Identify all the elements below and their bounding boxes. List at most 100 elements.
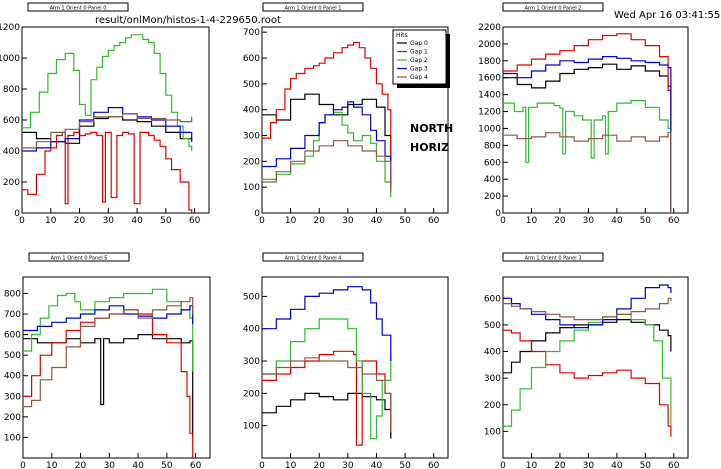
annotation-north: NORTH (410, 122, 453, 135)
y-tick-label: 800 (3, 85, 20, 95)
y-tick-label: 1600 (478, 74, 501, 84)
plot-frame (22, 276, 211, 459)
y-tick-label: 2000 (478, 40, 501, 50)
series-gap-0 (23, 334, 194, 438)
plot-frame (261, 26, 449, 214)
panel-title: Arm 1 Orient 0 Panel 3 (525, 256, 582, 262)
panel-3: Arm 1 Orient 0 Panel 5 0 10 20 30 40 50 60 100 20… (4, 252, 211, 469)
x-tick-label: 30 (103, 216, 115, 226)
series-gap-3 (23, 305, 194, 332)
x-tick-label: 50 (399, 461, 411, 469)
y-tick-label: 100 (243, 422, 260, 432)
panel-title: Arm 1 Orient 0 Panel 4 (285, 256, 342, 262)
y-tick-label: 200 (3, 178, 20, 188)
x-tick-label: 30 (583, 461, 595, 469)
panel-1: Arm 1 Orient 0 Panel 10 10 20 30 40 50 6001002… (243, 2, 450, 226)
series-gap-3 (503, 56, 672, 213)
panel-5: Arm 1 Orient 0 Panel 3 0 10 20 30 40 50 60 100 20… (484, 252, 689, 469)
x-tick-label: 0 (259, 216, 265, 226)
series-gap-4 (22, 113, 193, 149)
x-tick-label: 10 (285, 461, 297, 469)
y-tick-label: 300 (484, 374, 501, 384)
y-tick-label: 800 (484, 141, 501, 151)
x-tick-label: 20 (75, 461, 87, 469)
y-tick-label: 0 (495, 209, 501, 219)
legend-title: Hits (396, 32, 408, 39)
x-tick-label: 30 (342, 461, 354, 469)
legend-entry: Gap 1 (410, 49, 428, 56)
timestamp: Wed Apr 16 03:41:55 2007 (614, 10, 721, 21)
x-tick-label: 60 (428, 461, 440, 469)
y-tick-label: 400 (243, 106, 260, 116)
y-tick-label: 1200 (478, 108, 501, 118)
panel-title: Arm 1 Orient 0 Panel 2 (525, 6, 582, 12)
panel-title: Arm 1 Orient 0 Panel 1 (285, 6, 342, 12)
y-tick-label: 600 (243, 54, 260, 64)
y-tick-label: 300 (243, 132, 260, 142)
series-gap-2 (503, 100, 672, 213)
series-gap-0 (262, 93, 392, 188)
y-tick-label: 100 (484, 427, 501, 437)
panel-title-box (28, 252, 130, 262)
y-tick-label: 200 (243, 389, 260, 399)
series-gap-4 (503, 132, 672, 213)
x-tick-label: 20 (314, 461, 326, 469)
series-gap-4 (503, 297, 672, 321)
series-gap-2 (503, 313, 672, 427)
panel-title-box (502, 252, 604, 262)
x-tick-label: 30 (104, 461, 116, 469)
x-tick-label: 40 (371, 216, 383, 226)
series-gap-4 (23, 297, 194, 408)
series-gap-1 (22, 131, 193, 213)
x-tick-label: 40 (132, 461, 144, 469)
x-tick-label: 60 (668, 216, 680, 226)
y-tick-label: 700 (4, 310, 21, 320)
x-tick-label: 0 (20, 461, 26, 469)
panel-0: Arm 1 Orient 0 Panel 00 10 20 30 40 50 6002004… (0, 2, 210, 226)
x-tick-label: 20 (554, 216, 566, 226)
series-gap-3 (262, 286, 392, 361)
x-tick-label: 40 (611, 461, 623, 469)
x-tick-label: 60 (668, 461, 680, 469)
x-tick-label: 20 (74, 216, 86, 226)
x-tick-label: 50 (160, 216, 172, 226)
panel-title-box (27, 2, 129, 12)
y-tick-label: 100 (4, 433, 21, 443)
y-tick-label: 400 (4, 372, 21, 382)
panel-grid: Arm 1 Orient 0 Panel 00 10 20 30 40 50 6002004… (0, 2, 689, 469)
legend-entry: Gap 0 (410, 40, 428, 47)
legend-entry: Gap 3 (410, 66, 428, 73)
series-gap-2 (262, 318, 392, 440)
y-tick-label: 600 (484, 158, 501, 168)
y-tick-label: 600 (484, 294, 501, 304)
plot-frame (502, 276, 689, 459)
series-gap-0 (262, 392, 392, 439)
x-tick-label: 10 (45, 216, 57, 226)
series-gap-4 (262, 357, 392, 433)
x-tick-label: 50 (161, 461, 173, 469)
x-tick-label: 30 (583, 216, 595, 226)
x-tick-label: 10 (46, 461, 58, 469)
panel-title: Arm 1 Orient 0 Panel 0 (50, 6, 107, 12)
x-tick-label: 30 (342, 216, 354, 226)
legend-entry: Gap 2 (410, 57, 428, 64)
series-gap-1 (262, 350, 392, 446)
x-tick-label: 50 (640, 216, 652, 226)
y-tick-label: 0 (254, 209, 260, 219)
panel-2: Arm 1 Orient 0 Panel 20 10 20 30 40 50 6002004… (478, 2, 689, 226)
x-tick-label: 60 (190, 461, 202, 469)
y-tick-label: 500 (243, 292, 260, 302)
y-tick-label: 400 (3, 147, 20, 157)
legend-box (392, 29, 447, 85)
y-tick-label: 200 (484, 192, 501, 202)
panel-title: Arm 1 Orient 0 Panel 5 (51, 256, 108, 262)
x-tick-label: 40 (131, 216, 143, 226)
legend-entry: Gap 4 (410, 74, 428, 81)
y-tick-label: 600 (3, 116, 20, 126)
file-label: result/onlMon/histos-1-4-229650.root (95, 15, 281, 26)
x-tick-label: 60 (189, 216, 201, 226)
series-gap-0 (503, 63, 672, 213)
y-tick-label: 200 (484, 401, 501, 411)
series-gap-1 (23, 309, 194, 458)
